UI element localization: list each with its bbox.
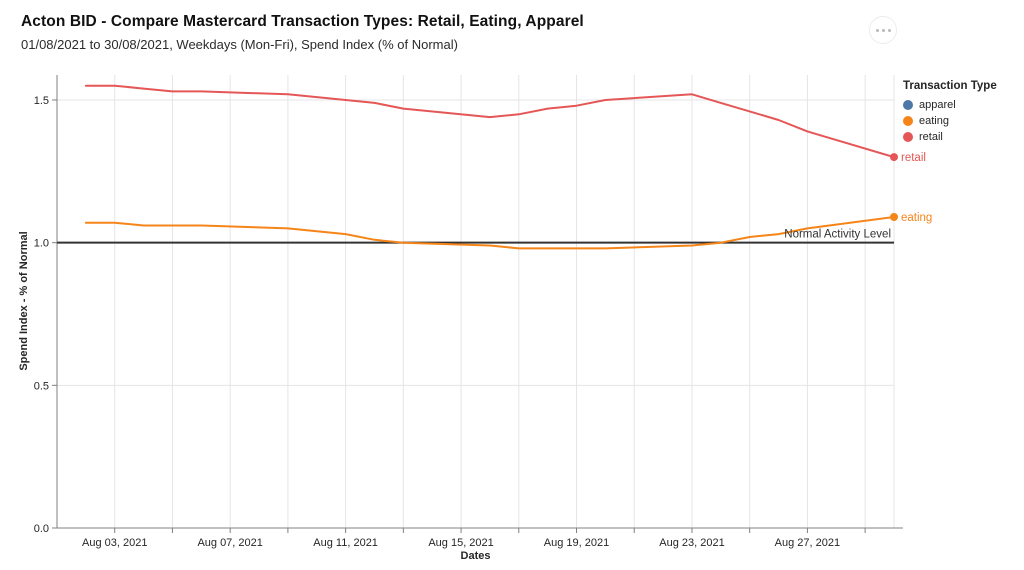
retail-end-label: retail <box>901 152 926 164</box>
normal-activity-label: Normal Activity Level <box>784 229 891 241</box>
x-tick-label: Aug 11, 2021 <box>313 537 378 549</box>
eating-end-dot <box>890 212 898 221</box>
legend-title: Transaction Type <box>903 80 997 92</box>
legend-item-label: apparel <box>919 99 956 111</box>
legend-item-label: eating <box>919 115 949 127</box>
retail-line <box>84 84 895 159</box>
x-tick-label: Aug 27, 2021 <box>775 537 840 549</box>
more-options-button[interactable] <box>869 16 897 44</box>
legend-swatch-icon <box>903 116 913 126</box>
more-options-icon <box>875 28 891 32</box>
y-tick-label: 0.5 <box>34 380 49 392</box>
y-tick-label: 1.0 <box>34 238 49 250</box>
x-axis-title: Dates <box>461 550 491 562</box>
legend-swatch-icon <box>903 100 913 110</box>
x-tick-label: Aug 23, 2021 <box>659 537 724 549</box>
legend-item-label: retail <box>919 131 943 143</box>
legend-item-apparel[interactable]: apparel <box>903 97 1021 113</box>
y-axis-title: Spend Index - % of Normal <box>18 231 30 370</box>
x-tick-label: Aug 15, 2021 <box>428 537 493 549</box>
eating-end-label: eating <box>901 212 932 224</box>
y-tick-label: 0.0 <box>34 523 49 535</box>
legend-item-eating[interactable]: eating <box>903 113 1021 129</box>
eating-line <box>84 216 895 250</box>
x-tick-label: Aug 07, 2021 <box>197 537 262 549</box>
legend: Transaction Type apparel eating retail <box>903 80 1021 145</box>
page-subtitle: 01/08/2021 to 30/08/2021, Weekdays (Mon-… <box>21 37 458 52</box>
y-tick-label: 1.5 <box>34 95 49 107</box>
retail-end-dot <box>890 153 898 162</box>
page-title: Acton BID - Compare Mastercard Transacti… <box>21 13 584 30</box>
legend-swatch-icon <box>903 132 913 142</box>
x-tick-label: Aug 03, 2021 <box>82 537 147 549</box>
legend-item-retail[interactable]: retail <box>903 129 1021 145</box>
legend-items: apparel eating retail <box>903 97 1021 145</box>
x-tick-label: Aug 19, 2021 <box>544 537 609 549</box>
